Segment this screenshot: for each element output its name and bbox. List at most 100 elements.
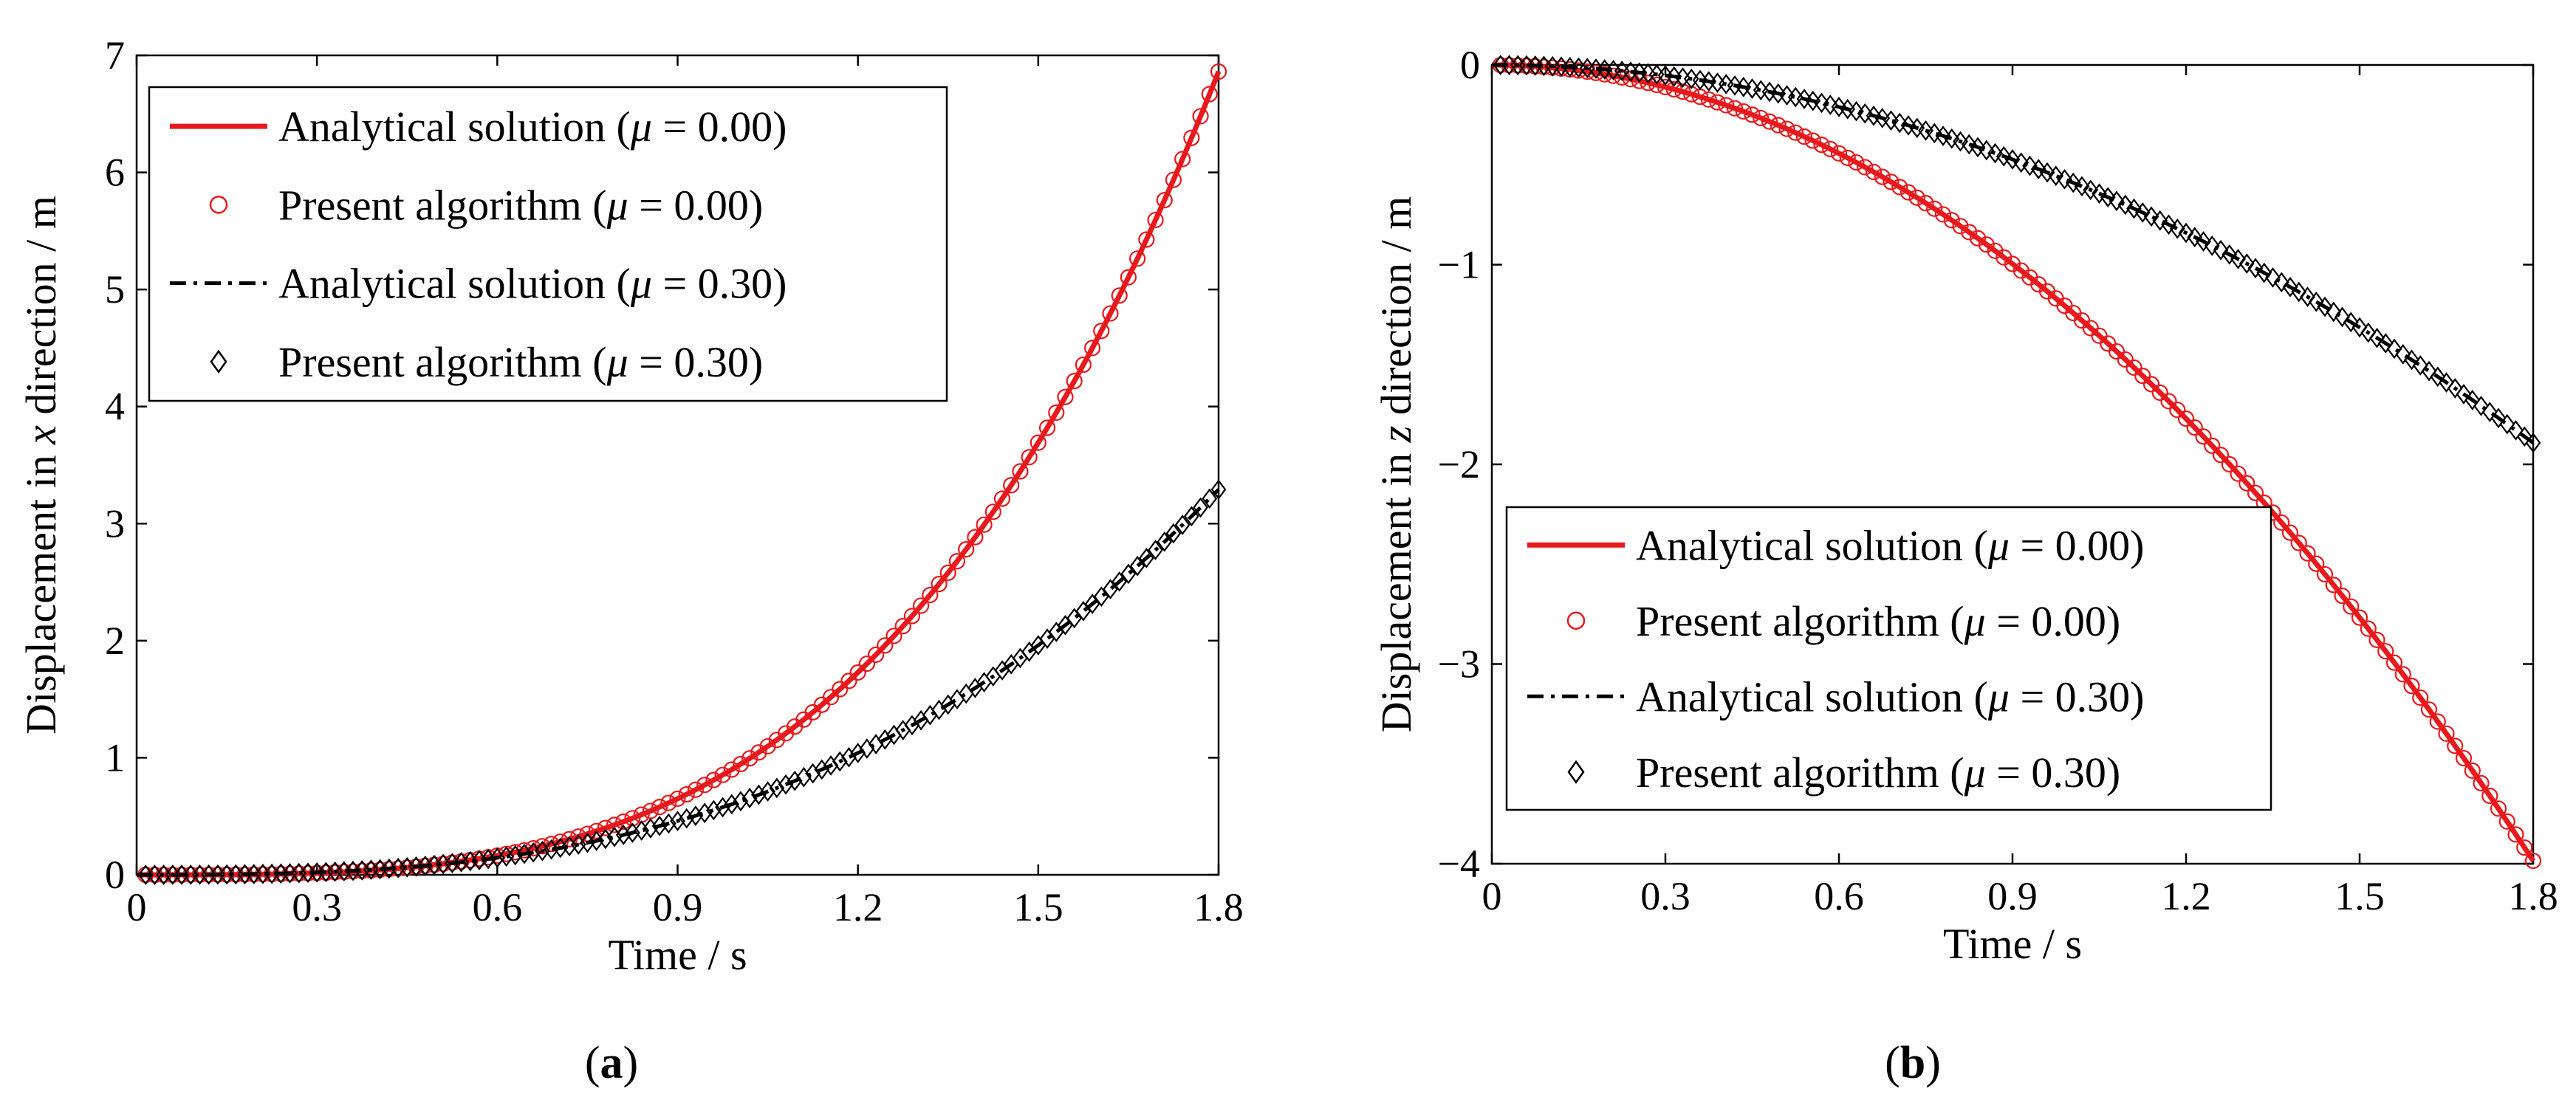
data-point <box>1822 140 1839 157</box>
x-tick-label: 1.2 <box>833 885 883 929</box>
data-point <box>1848 154 1865 171</box>
data-point <box>2420 701 2438 718</box>
data-point <box>2126 198 2142 219</box>
data-point <box>2125 359 2142 376</box>
data-point <box>606 826 623 847</box>
data-point <box>1753 80 1769 100</box>
data-point <box>1201 86 1218 103</box>
y-tick-label: −1 <box>1438 243 1480 287</box>
data-point <box>651 799 668 816</box>
data-point <box>2508 420 2524 441</box>
data-point <box>1744 106 1761 123</box>
data-point <box>2022 155 2038 176</box>
legend-label-prefix: Present algorithm ( <box>278 181 607 229</box>
data-point <box>1129 555 1145 577</box>
y-tick-label: −3 <box>1438 642 1480 687</box>
data-point <box>2273 272 2289 293</box>
legend-mu-symbol: μ <box>1964 597 1986 645</box>
data-point <box>2221 455 2238 472</box>
data-point <box>1926 200 1943 217</box>
data-point <box>2334 587 2351 605</box>
data-point <box>2490 407 2507 429</box>
data-point <box>1039 628 1055 649</box>
data-point <box>841 746 857 768</box>
data-point <box>580 832 595 853</box>
data-point <box>2290 534 2307 551</box>
x-tick-label: 0 <box>1482 874 1502 918</box>
data-point <box>670 811 685 831</box>
y-axis-label-part: Displacement in <box>17 444 65 735</box>
data-point <box>625 822 640 843</box>
data-point <box>976 516 993 533</box>
data-point <box>2439 372 2454 393</box>
data-point <box>1202 488 1218 509</box>
data-point <box>1849 100 1864 122</box>
data-point <box>1665 80 1682 98</box>
data-point <box>2377 333 2394 354</box>
data-point <box>714 766 731 783</box>
legend-entry-label: Analytical solution (μ = 0.00) <box>278 103 787 151</box>
data-point <box>1165 171 1182 188</box>
data-point <box>1570 62 1587 79</box>
data-point <box>949 689 965 709</box>
data-point <box>651 815 668 836</box>
data-point <box>1048 622 1064 642</box>
data-point <box>2412 355 2428 376</box>
data-point <box>2447 378 2463 399</box>
data-point <box>2300 286 2315 307</box>
data-point <box>2377 643 2394 660</box>
legend-mu-symbol: μ <box>630 103 652 151</box>
data-point <box>724 794 740 815</box>
data-point <box>1883 110 1899 131</box>
data-point <box>1900 115 1916 136</box>
y-tick-label: 0 <box>105 853 125 897</box>
data-point <box>643 818 659 839</box>
data-point <box>678 785 695 803</box>
data-point <box>2004 149 2021 170</box>
data-point <box>2403 678 2420 695</box>
y-tick-label: 6 <box>105 151 125 195</box>
data-point <box>931 699 947 721</box>
data-point <box>561 836 578 857</box>
legend-mu-symbol: μ <box>630 260 652 308</box>
data-point <box>2282 277 2298 298</box>
data-point <box>624 810 641 827</box>
data-point <box>2117 194 2134 216</box>
data-point <box>2369 327 2385 348</box>
data-point <box>2447 737 2464 754</box>
x-tick-label: 0.9 <box>1987 874 2038 918</box>
data-point <box>1935 125 1951 146</box>
data-point <box>1831 97 1847 117</box>
legend-label-suffix: = 0.30) <box>652 260 787 308</box>
data-point <box>2100 187 2116 208</box>
x-tick-label: 0.6 <box>1814 874 1864 918</box>
data-point <box>1891 179 1908 196</box>
data-point <box>2030 159 2046 179</box>
data-point <box>2281 524 2299 541</box>
data-point <box>1193 497 1208 518</box>
data-point <box>886 627 902 644</box>
data-point <box>2143 206 2159 227</box>
data-point <box>1787 124 1804 141</box>
data-point <box>2134 202 2151 223</box>
data-point <box>1174 151 1191 168</box>
data-point <box>2074 176 2090 197</box>
data-point <box>2151 384 2168 401</box>
legend-entry-label: Analytical solution (μ = 0.30) <box>1636 673 2144 721</box>
legend-entry-label: Present algorithm (μ = 0.30) <box>278 338 763 386</box>
data-point <box>2438 725 2455 742</box>
caption-letter: a <box>600 1038 623 1088</box>
data-point <box>1174 515 1191 535</box>
data-point <box>2507 826 2524 843</box>
x-axis-label: Time / s <box>1943 920 2082 968</box>
data-point <box>2473 774 2490 791</box>
legend-label-prefix: Analytical solution ( <box>278 260 631 308</box>
data-point <box>1943 212 1960 229</box>
data-point <box>1075 600 1092 622</box>
data-point <box>1111 287 1128 304</box>
data-point <box>1908 189 1925 206</box>
data-point <box>2230 249 2246 269</box>
data-point <box>1138 231 1155 248</box>
data-point <box>2213 239 2229 261</box>
data-point <box>1066 608 1083 629</box>
